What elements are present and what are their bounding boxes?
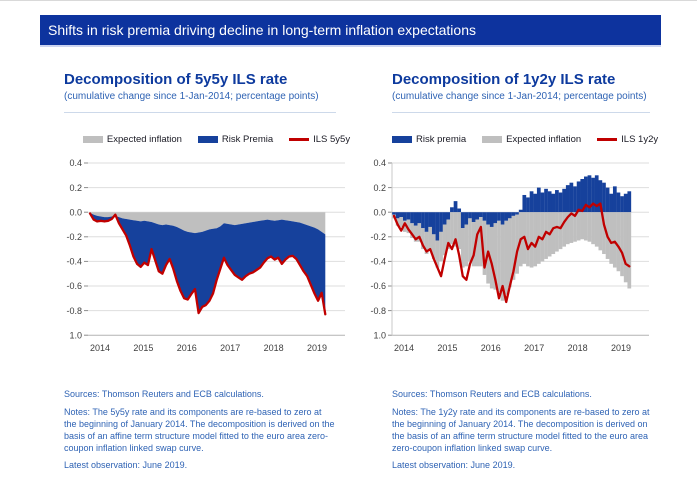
svg-text:-0.4: -0.4 <box>66 257 82 267</box>
legend-label: Risk Premia <box>221 133 274 145</box>
svg-text:-0.2: -0.2 <box>66 232 82 242</box>
svg-text:0.4: 0.4 <box>373 158 386 168</box>
legend-item: Risk Premia <box>197 133 274 145</box>
svg-text:-0.6: -0.6 <box>370 281 386 291</box>
legend-label: Risk premia <box>416 133 467 145</box>
svg-text:-0.8: -0.8 <box>66 306 82 316</box>
ils-line-swatch-icon <box>289 137 310 141</box>
legend-5y5y: Expected inflation Risk Premia ILS 5y5y <box>82 133 350 145</box>
svg-text:0.2: 0.2 <box>373 183 386 193</box>
chart-subtitle-1y2y: (cumulative change since 1-Jan-2014; per… <box>392 91 647 102</box>
svg-text:2016: 2016 <box>481 343 501 353</box>
svg-text:-0.8: -0.8 <box>370 306 386 316</box>
separator-line <box>392 112 650 113</box>
latest-observation-note: Latest observation: June 2019. <box>64 460 188 471</box>
legend-item: ILS 1y2y <box>597 134 658 145</box>
method-note: Notes: The 5y5y rate and its components … <box>64 406 335 453</box>
footnotes-1y2y: Sources: Thomson Reuters and ECB calcula… <box>392 389 650 472</box>
svg-text:1.0: 1.0 <box>373 330 386 340</box>
chart-panel-1y2y: Decomposition of 1y2y ILS rate (cumulati… <box>344 71 658 478</box>
legend-item: Risk premia <box>392 134 466 145</box>
svg-text:-0.2: -0.2 <box>370 232 386 242</box>
separator-line <box>64 112 336 113</box>
svg-text:2017: 2017 <box>220 343 240 353</box>
svg-text:2019: 2019 <box>611 343 631 353</box>
svg-text:2019: 2019 <box>307 343 327 353</box>
sources-note: Sources: Thomson Reuters and ECB calcula… <box>392 389 592 399</box>
svg-text:0.2: 0.2 <box>69 183 82 193</box>
svg-text:2018: 2018 <box>264 343 284 353</box>
svg-text:2014: 2014 <box>394 343 414 353</box>
svg-text:2018: 2018 <box>568 343 588 353</box>
svg-text:0.0: 0.0 <box>69 207 82 217</box>
chart-title-1y2y: Decomposition of 1y2y ILS rate <box>392 71 616 88</box>
latest-observation-note: Latest observation: June 2019. <box>392 460 516 471</box>
legend-label: Expected inflation <box>106 133 182 145</box>
footnotes-5y5y: Sources: Thomson Reuters and ECB calcula… <box>64 389 336 472</box>
sources-note: Sources: Thomson Reuters and ECB calcula… <box>64 389 264 399</box>
svg-text:2016: 2016 <box>177 343 197 353</box>
chart-subtitle-5y5y: (cumulative change since 1-Jan-2014; per… <box>64 91 319 102</box>
svg-text:2015: 2015 <box>133 343 153 353</box>
chart-panel-5y5y: Decomposition of 5y5y ILS rate (cumulati… <box>40 71 350 478</box>
legend-label: Expected inflation <box>506 133 582 145</box>
svg-text:2014: 2014 <box>90 343 110 353</box>
legend-item: ILS 5y5y <box>289 134 350 145</box>
ils-line-swatch-icon <box>597 137 618 141</box>
svg-text:2015: 2015 <box>437 343 457 353</box>
expected-inflation-swatch-icon <box>482 135 503 143</box>
expected-inflation-swatch-icon <box>82 135 103 143</box>
slide-title: Shifts in risk premia driving decline in… <box>48 22 476 38</box>
legend-item: Expected inflation <box>82 133 182 145</box>
svg-text:1.0: 1.0 <box>69 330 82 340</box>
chart-5y5y: 0.4 0.2 0.0 -0.2 -0.4 -0.6 -0.8 1.0 2014 2015 2016… <box>66 158 345 353</box>
risk-premia-swatch-icon <box>392 135 412 143</box>
chart-title-5y5y: Decomposition of 5y5y ILS rate <box>64 71 288 88</box>
svg-text:-0.6: -0.6 <box>66 281 82 291</box>
chart-1y2y: 0.4 0.2 0.0 -0.2 -0.4 -0.6 -0.8 1.0 2014 2015 2016… <box>370 158 649 353</box>
risk-premia-swatch-icon <box>197 135 218 143</box>
legend-1y2y: Risk premia Expected inflation ILS 1y2y <box>392 133 658 145</box>
svg-text:0.4: 0.4 <box>69 158 82 168</box>
legend-label: ILS 1y2y <box>621 133 659 145</box>
method-note: Notes: The 1y2y rate and its components … <box>392 406 650 453</box>
svg-text:2017: 2017 <box>524 343 544 353</box>
svg-text:0.0: 0.0 <box>373 207 386 217</box>
legend-label: ILS 5y5y <box>313 133 351 145</box>
slide-title-bar: Shifts in risk premia driving decline in… <box>40 15 661 45</box>
legend-item: Expected inflation <box>482 134 581 145</box>
svg-text:-0.4: -0.4 <box>370 257 386 267</box>
